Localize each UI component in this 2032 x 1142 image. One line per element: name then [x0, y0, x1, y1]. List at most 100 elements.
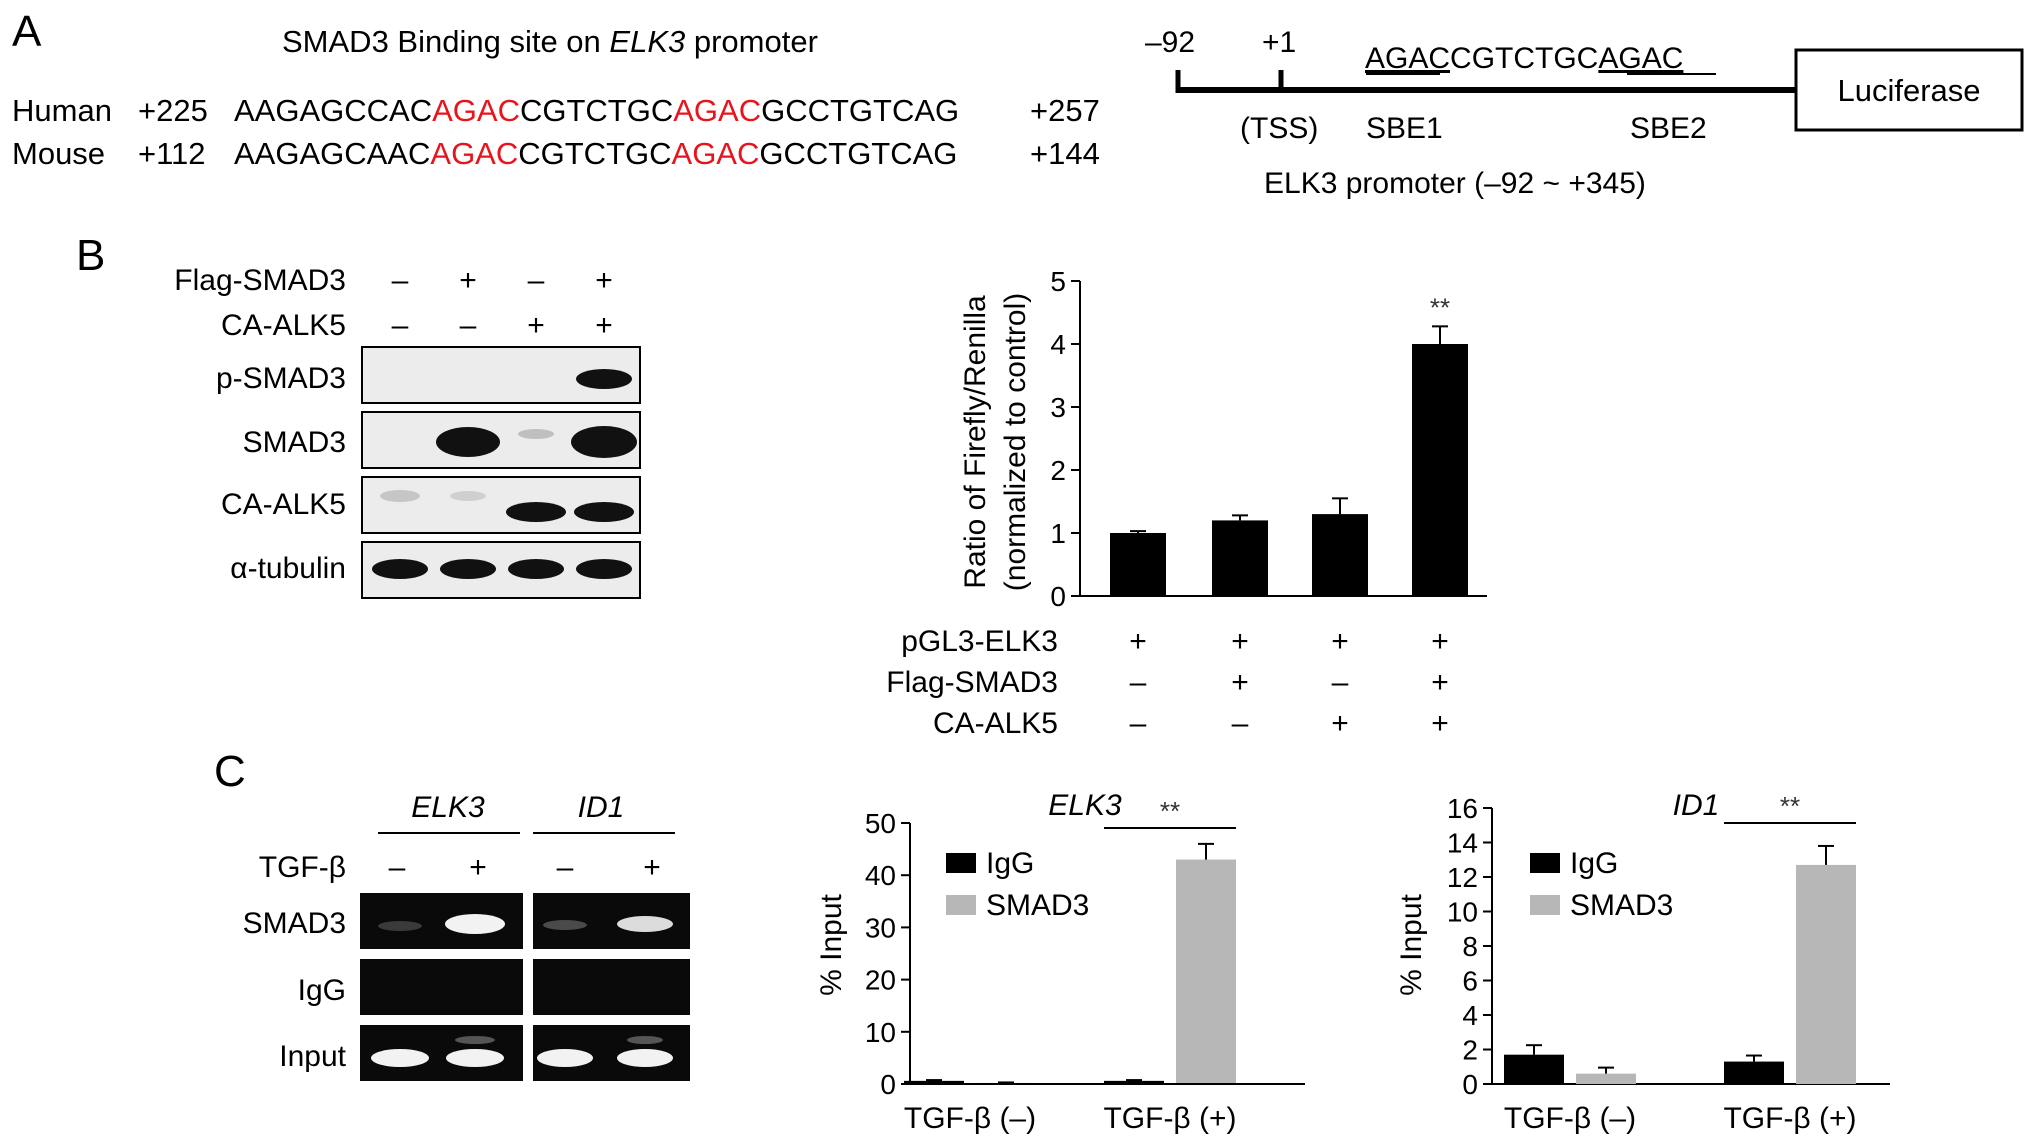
blot-strip-smad3 [361, 411, 641, 469]
table-sign: – [1130, 666, 1147, 699]
gel-row-label: Input [279, 1040, 346, 1073]
blot-sign: + [459, 264, 477, 297]
sequence-row-mouse: Mouse +112 AAGAGCAACAGACCGTCTGCAGACGCCTG… [12, 136, 1100, 171]
legend-label: SMAD3 [986, 889, 1089, 922]
legend-label: IgG [986, 847, 1034, 880]
chart-ylabel: % Input [815, 893, 848, 995]
gel-strip [360, 959, 523, 1015]
y-tick-label: 50 [865, 808, 896, 839]
sbe1-motif: AGAC [432, 93, 520, 128]
luciferase-label: Luciferase [1837, 73, 1980, 108]
gel-band [455, 1036, 495, 1044]
species-label: Human [12, 93, 112, 128]
x-tick-label: TGF-β (+) [1723, 1102, 1856, 1135]
table-sign: + [1231, 625, 1249, 658]
site-sequence: AGACCGTCTGCAGAC [1365, 42, 1683, 75]
sbe2-label: SBE2 [1630, 112, 1707, 145]
gel-band [445, 914, 505, 934]
legend-swatch [1530, 895, 1560, 915]
gel-band [617, 916, 673, 932]
y-tick-label: 40 [865, 860, 896, 891]
blot-strip-tubulin [361, 541, 641, 599]
table-sign: + [1231, 666, 1249, 699]
blot-sign: + [595, 309, 613, 342]
blot-row-label: p-SMAD3 [216, 362, 346, 395]
luciferase-condition-table: pGL3-ELK3 Flag-SMAD3 CA-ALK5 + + + + – + – + – – +… [886, 625, 1448, 740]
gel-band [378, 921, 422, 931]
sbe2-motif: AGAC [672, 136, 760, 171]
table-sign: – [1332, 666, 1349, 699]
gel-signs: – + – + [389, 851, 661, 884]
y-tick-label: 4 [1462, 1000, 1478, 1031]
panel-letter-b: B [76, 231, 105, 280]
chip-elk3-chart: ELK3 % Input 0 10 20 30 40 50 TGF-β (–) TGF-β (… [815, 789, 1305, 1135]
chip-gel: ELK3 ID1 TGF-β – + – + SMAD3 IgG Input [243, 791, 690, 1081]
bar [1576, 1073, 1636, 1084]
gel-band [537, 1049, 593, 1067]
table-sign: – [1130, 707, 1147, 740]
y-tick-label: 3 [1050, 392, 1066, 423]
blot-sign: – [392, 309, 409, 342]
blot-band [576, 369, 632, 389]
y-tick-label: 2 [1462, 1035, 1478, 1066]
chart-ylabel: (normalized to control) [999, 293, 1032, 591]
blot-band [574, 502, 634, 522]
table-sign: + [1431, 707, 1449, 740]
promoter-caption: ELK3 promoter (–92 ~ +345) [1264, 167, 1646, 200]
blot-band [450, 491, 486, 501]
blot-row-label: SMAD3 [243, 426, 346, 459]
y-tick-label: 16 [1447, 793, 1478, 824]
position-minus92: –92 [1145, 26, 1195, 59]
bar [1796, 864, 1856, 1084]
table-sign: + [1331, 707, 1349, 740]
table-sign: + [1431, 625, 1449, 658]
y-tick-label: 30 [865, 912, 896, 943]
x-tick-label: TGF-β (+) [1103, 1102, 1236, 1135]
y-tick-label: 1 [1050, 518, 1066, 549]
panel-letter-c: C [214, 747, 246, 796]
blot-row-label: α-tubulin [230, 552, 346, 585]
bar [1104, 1080, 1164, 1084]
sequence: AAGAGCAACAGACCGTCTGCAGACGCCTGTCAG [234, 136, 957, 171]
y-tick-label: 4 [1050, 329, 1066, 360]
gel-strip [533, 959, 690, 1015]
y-tick-label: 2 [1050, 455, 1066, 486]
y-tick-label: 10 [1447, 897, 1478, 928]
blot-band [436, 427, 500, 457]
table-sign: + [1129, 625, 1147, 658]
bar [1412, 344, 1468, 596]
blot-band [518, 429, 554, 439]
y-tick-label: 0 [880, 1069, 896, 1100]
seq-start: +225 [138, 93, 208, 128]
bar [1724, 1061, 1784, 1084]
blot-strip-ca-alk5 [361, 476, 641, 534]
gel-sign: – [557, 851, 574, 884]
y-tick-label: 20 [865, 965, 896, 996]
blot-strip-p-smad3 [361, 346, 641, 404]
sequence: AAGAGCCACAGACCGTCTGCAGACGCCTGTCAG [234, 93, 959, 128]
significance-marker: ** [1780, 791, 1800, 821]
gel-band [543, 920, 587, 930]
gel-row-label: IgG [298, 974, 346, 1007]
blot-sign: + [527, 309, 545, 342]
sbe1-label: SBE1 [1366, 112, 1443, 145]
blot-band [571, 426, 637, 458]
table-row-label: CA-ALK5 [933, 707, 1058, 740]
blot-band [380, 490, 420, 502]
species-label: Mouse [12, 136, 105, 171]
gel-treatment-label: TGF-β [259, 851, 346, 884]
chart-title: ELK3 [1048, 789, 1122, 822]
bar [1212, 520, 1268, 596]
legend-label: SMAD3 [1570, 889, 1673, 922]
y-tick-label: 12 [1447, 862, 1478, 893]
table-sign: – [1232, 707, 1249, 740]
legend-label: IgG [1570, 847, 1618, 880]
seq-end: +144 [1030, 136, 1100, 171]
gel-band [627, 1036, 663, 1044]
blot-band [576, 559, 632, 579]
chart-ylabel: % Input [1395, 893, 1428, 995]
blot-signs: – + – + – – + + [392, 264, 613, 342]
sbe1-motif: AGAC [430, 136, 518, 171]
y-tick-label: 8 [1462, 931, 1478, 962]
blot-sign: – [528, 264, 545, 297]
